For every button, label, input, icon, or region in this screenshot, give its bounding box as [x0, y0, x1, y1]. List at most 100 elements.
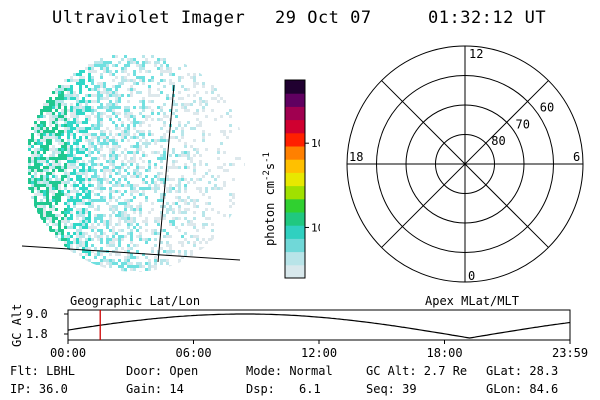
image-pixel — [43, 103, 46, 106]
image-pixel — [91, 79, 94, 82]
image-pixel — [94, 94, 97, 97]
image-pixel — [100, 130, 103, 133]
image-pixel — [106, 97, 109, 100]
image-pixel — [121, 163, 124, 166]
image-pixel — [220, 187, 223, 190]
image-pixel — [85, 169, 88, 172]
image-pixel — [76, 214, 79, 217]
image-pixel — [112, 208, 115, 211]
image-pixel — [133, 106, 136, 109]
image-pixel — [88, 109, 91, 112]
image-pixel — [31, 127, 34, 130]
image-pixel — [142, 187, 145, 190]
image-pixel — [67, 85, 70, 88]
image-pixel — [106, 94, 109, 97]
image-pixel — [136, 190, 139, 193]
image-pixel — [49, 214, 52, 217]
image-pixel — [88, 118, 91, 121]
image-pixel — [175, 202, 178, 205]
image-pixel — [34, 181, 37, 184]
image-pixel — [124, 184, 127, 187]
image-pixel — [31, 181, 34, 184]
image-pixel — [172, 220, 175, 223]
image-pixel — [85, 136, 88, 139]
image-pixel — [49, 163, 52, 166]
image-pixel — [40, 175, 43, 178]
image-pixel — [127, 124, 130, 127]
image-pixel — [148, 133, 151, 136]
image-pixel — [37, 151, 40, 154]
image-pixel — [202, 139, 205, 142]
image-pixel — [109, 193, 112, 196]
image-pixel — [178, 76, 181, 79]
image-pixel — [76, 103, 79, 106]
image-pixel — [34, 199, 37, 202]
image-pixel — [61, 115, 64, 118]
image-pixel — [166, 235, 169, 238]
image-pixel — [127, 94, 130, 97]
image-pixel — [136, 151, 139, 154]
image-pixel — [97, 121, 100, 124]
image-pixel — [169, 253, 172, 256]
image-pixel — [43, 193, 46, 196]
image-pixel — [61, 130, 64, 133]
image-pixel — [58, 184, 61, 187]
image-pixel — [46, 127, 49, 130]
image-pixel — [55, 196, 58, 199]
image-pixel — [97, 127, 100, 130]
image-pixel — [184, 190, 187, 193]
image-pixel — [88, 64, 91, 67]
image-pixel — [100, 142, 103, 145]
image-pixel — [58, 196, 61, 199]
image-pixel — [100, 247, 103, 250]
image-pixel — [205, 172, 208, 175]
image-pixel — [97, 112, 100, 115]
image-pixel — [49, 166, 52, 169]
image-pixel — [46, 142, 49, 145]
image-pixel — [34, 202, 37, 205]
image-pixel — [109, 100, 112, 103]
image-pixel — [49, 118, 52, 121]
image-pixel — [118, 238, 121, 241]
image-pixel — [37, 178, 40, 181]
image-pixel — [130, 184, 133, 187]
image-pixel — [85, 238, 88, 241]
image-pixel — [109, 109, 112, 112]
image-pixel — [130, 256, 133, 259]
image-pixel — [88, 169, 91, 172]
image-pixel — [97, 64, 100, 67]
image-pixel — [70, 226, 73, 229]
image-pixel — [67, 142, 70, 145]
image-pixel — [217, 94, 220, 97]
image-pixel — [109, 214, 112, 217]
image-pixel — [82, 145, 85, 148]
image-pixel — [67, 235, 70, 238]
image-pixel — [94, 136, 97, 139]
image-pixel — [157, 82, 160, 85]
image-pixel — [79, 148, 82, 151]
image-pixel — [61, 88, 64, 91]
image-pixel — [217, 157, 220, 160]
image-pixel — [82, 184, 85, 187]
image-pixel — [103, 70, 106, 73]
image-pixel — [73, 154, 76, 157]
image-pixel — [145, 145, 148, 148]
image-pixel — [196, 112, 199, 115]
image-pixel — [64, 121, 67, 124]
image-pixel — [172, 187, 175, 190]
image-pixel — [193, 82, 196, 85]
image-pixel — [151, 202, 154, 205]
image-pixel — [40, 193, 43, 196]
image-pixel — [37, 181, 40, 184]
image-pixel — [58, 148, 61, 151]
image-pixel — [103, 85, 106, 88]
image-pixel — [49, 181, 52, 184]
image-pixel — [181, 178, 184, 181]
image-pixel — [181, 133, 184, 136]
image-pixel — [52, 214, 55, 217]
image-pixel — [73, 223, 76, 226]
image-pixel — [187, 103, 190, 106]
image-pixel — [142, 103, 145, 106]
image-pixel — [175, 217, 178, 220]
image-pixel — [76, 193, 79, 196]
